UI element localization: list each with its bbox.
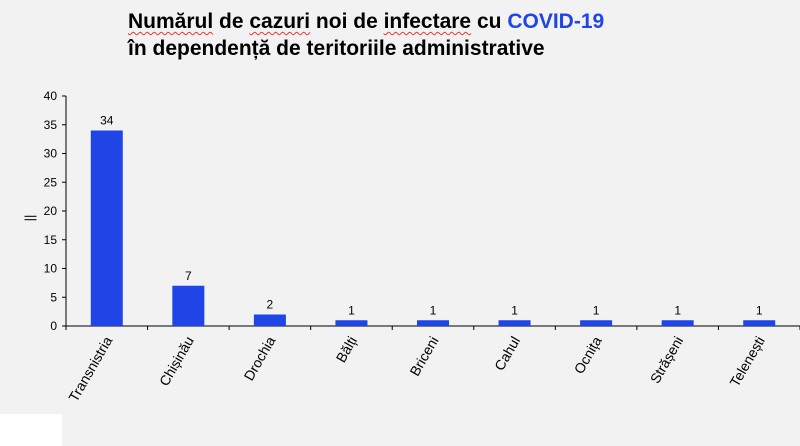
- x-tick-label: Briceni: [406, 334, 441, 379]
- data-label: 1: [430, 303, 437, 317]
- y-axis-label: ||: [22, 215, 37, 222]
- page-corner: [0, 414, 62, 446]
- title-line-1: Numărul de cazuri noi de infectare cu CO…: [128, 8, 604, 35]
- x-tick-label: Cahul: [491, 334, 523, 374]
- y-tick-label: 20: [44, 204, 58, 218]
- title-part: Numărul: [128, 10, 214, 33]
- bar: [253, 314, 286, 326]
- y-tick-label: 40: [44, 89, 58, 103]
- title-part: cazuri: [249, 10, 311, 33]
- x-tick-label: Strășeni: [647, 334, 687, 386]
- data-label: 1: [348, 303, 355, 317]
- x-tick-label: Ocnița: [571, 333, 605, 376]
- title-line-2: în dependență de teritoriile administrat…: [128, 37, 545, 60]
- x-tick-label: Telenești: [726, 334, 767, 390]
- title-accent: COVID-19: [507, 10, 605, 33]
- data-label: 34: [100, 114, 114, 128]
- y-tick-label: 0: [50, 319, 57, 333]
- x-tick-label: Bălți: [333, 334, 360, 366]
- x-tick-label: Chișinău: [156, 334, 197, 389]
- x-tick-label: Drochia: [241, 333, 279, 383]
- chart-title: Numărul de cazuri noi de infectare cu CO…: [128, 8, 604, 62]
- bar: [417, 320, 449, 326]
- data-label: 1: [511, 303, 518, 317]
- bar: [661, 320, 694, 326]
- y-tick-label: 5: [50, 290, 57, 304]
- data-label: 7: [185, 269, 192, 283]
- bar: [335, 320, 368, 326]
- title-part: noi de: [310, 10, 384, 33]
- title-part: cu: [471, 10, 508, 33]
- y-tick-label: 15: [44, 233, 58, 247]
- bar: [580, 320, 613, 326]
- data-label: 1: [756, 303, 763, 317]
- title-part: de: [213, 10, 250, 33]
- y-tick-label: 10: [44, 262, 58, 276]
- data-label: 2: [267, 298, 274, 312]
- bar: [172, 285, 205, 326]
- y-tick-label: 30: [44, 147, 58, 161]
- data-label: 1: [593, 303, 600, 317]
- y-tick-label: 25: [44, 175, 58, 189]
- bar: [743, 320, 776, 326]
- title-part: infectare: [383, 10, 472, 33]
- y-tick-label: 35: [44, 118, 58, 132]
- bar: [90, 130, 123, 326]
- data-label: 1: [674, 303, 681, 317]
- x-tick-label: Transnistria: [65, 333, 115, 404]
- bar: [498, 320, 531, 326]
